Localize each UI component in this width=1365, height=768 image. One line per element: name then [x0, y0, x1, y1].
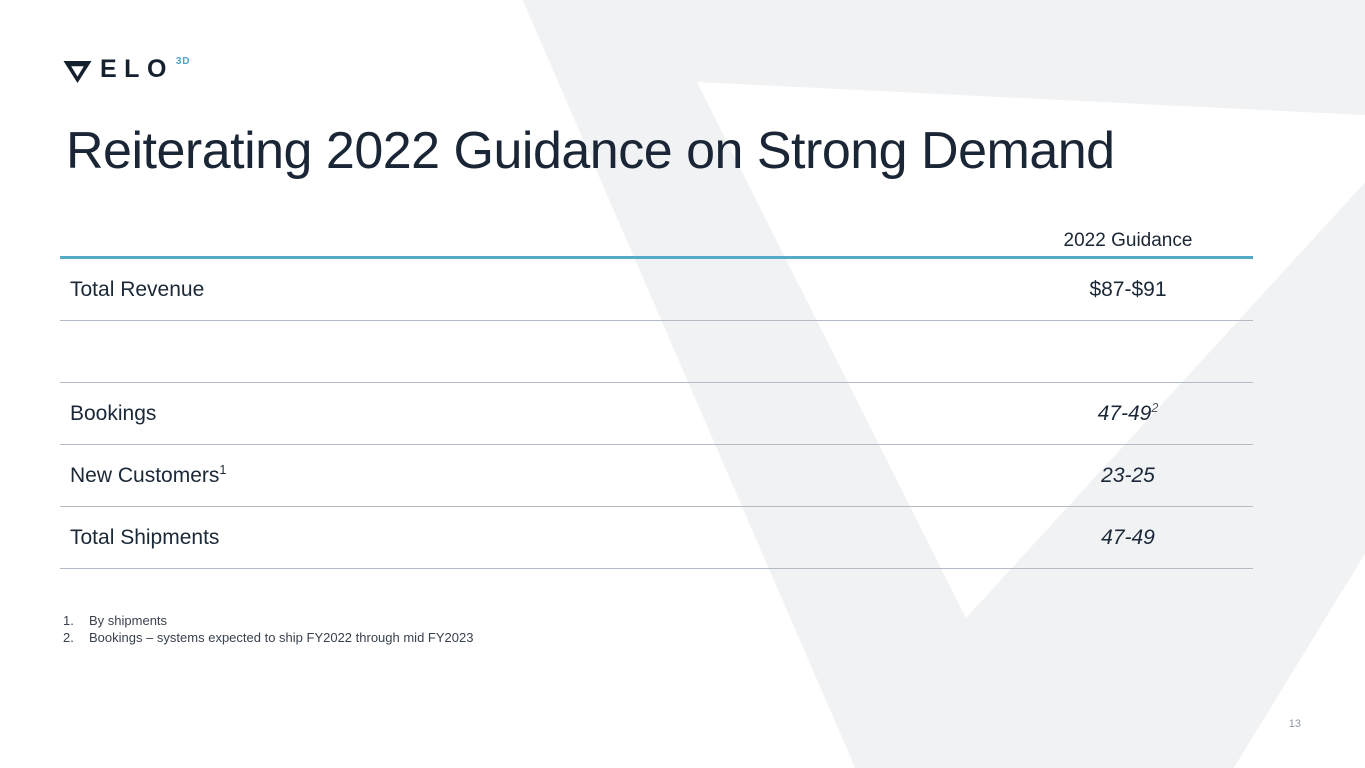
velo-triangle-icon	[63, 61, 92, 83]
table-row-total-revenue: Total Revenue $87-$91	[60, 259, 1253, 321]
row-label: Total Revenue	[70, 277, 205, 301]
table-row-bookings: Bookings 47-492	[60, 383, 1253, 445]
guidance-table: 2022 Guidance Total Revenue $87-$91 Book…	[60, 224, 1253, 569]
table-header-row: 2022 Guidance	[60, 224, 1253, 259]
logo-3d-superscript: 3D	[175, 56, 191, 67]
velo3d-logo: ELO 3D	[62, 55, 191, 84]
row-label: New Customers1	[70, 462, 227, 487]
row-label: Bookings	[70, 401, 157, 425]
row-value: 47-492	[1097, 400, 1159, 425]
row-value: 47-49	[1101, 525, 1155, 549]
footnote-item: 1. By shipments	[63, 612, 473, 629]
row-value: 23-25	[1101, 463, 1155, 487]
table-row-spacer	[60, 321, 1253, 383]
page-number: 13	[1288, 718, 1301, 730]
slide-title: Reiterating 2022 Guidance on Strong Dema…	[66, 122, 1115, 180]
label-superscript: 1	[219, 462, 227, 477]
value-superscript: 2	[1151, 400, 1159, 415]
logo-letters: ELO	[100, 55, 174, 83]
row-label: Total Shipments	[70, 525, 220, 549]
footnotes: 1. By shipments 2. Bookings – systems ex…	[63, 612, 473, 646]
footnote-text: Bookings – systems expected to ship FY20…	[89, 630, 474, 645]
footnote-text: By shipments	[89, 613, 168, 628]
table-header-label: 2022 Guidance	[1063, 230, 1193, 251]
footnote-item: 2. Bookings – systems expected to ship F…	[63, 629, 473, 646]
table-row-new-customers: New Customers1 23-25	[60, 445, 1253, 507]
footnote-number: 1.	[63, 613, 74, 628]
row-value: $87-$91	[1089, 277, 1167, 301]
footnote-number: 2.	[63, 630, 74, 645]
table-row-total-shipments: Total Shipments 47-49	[60, 507, 1253, 569]
